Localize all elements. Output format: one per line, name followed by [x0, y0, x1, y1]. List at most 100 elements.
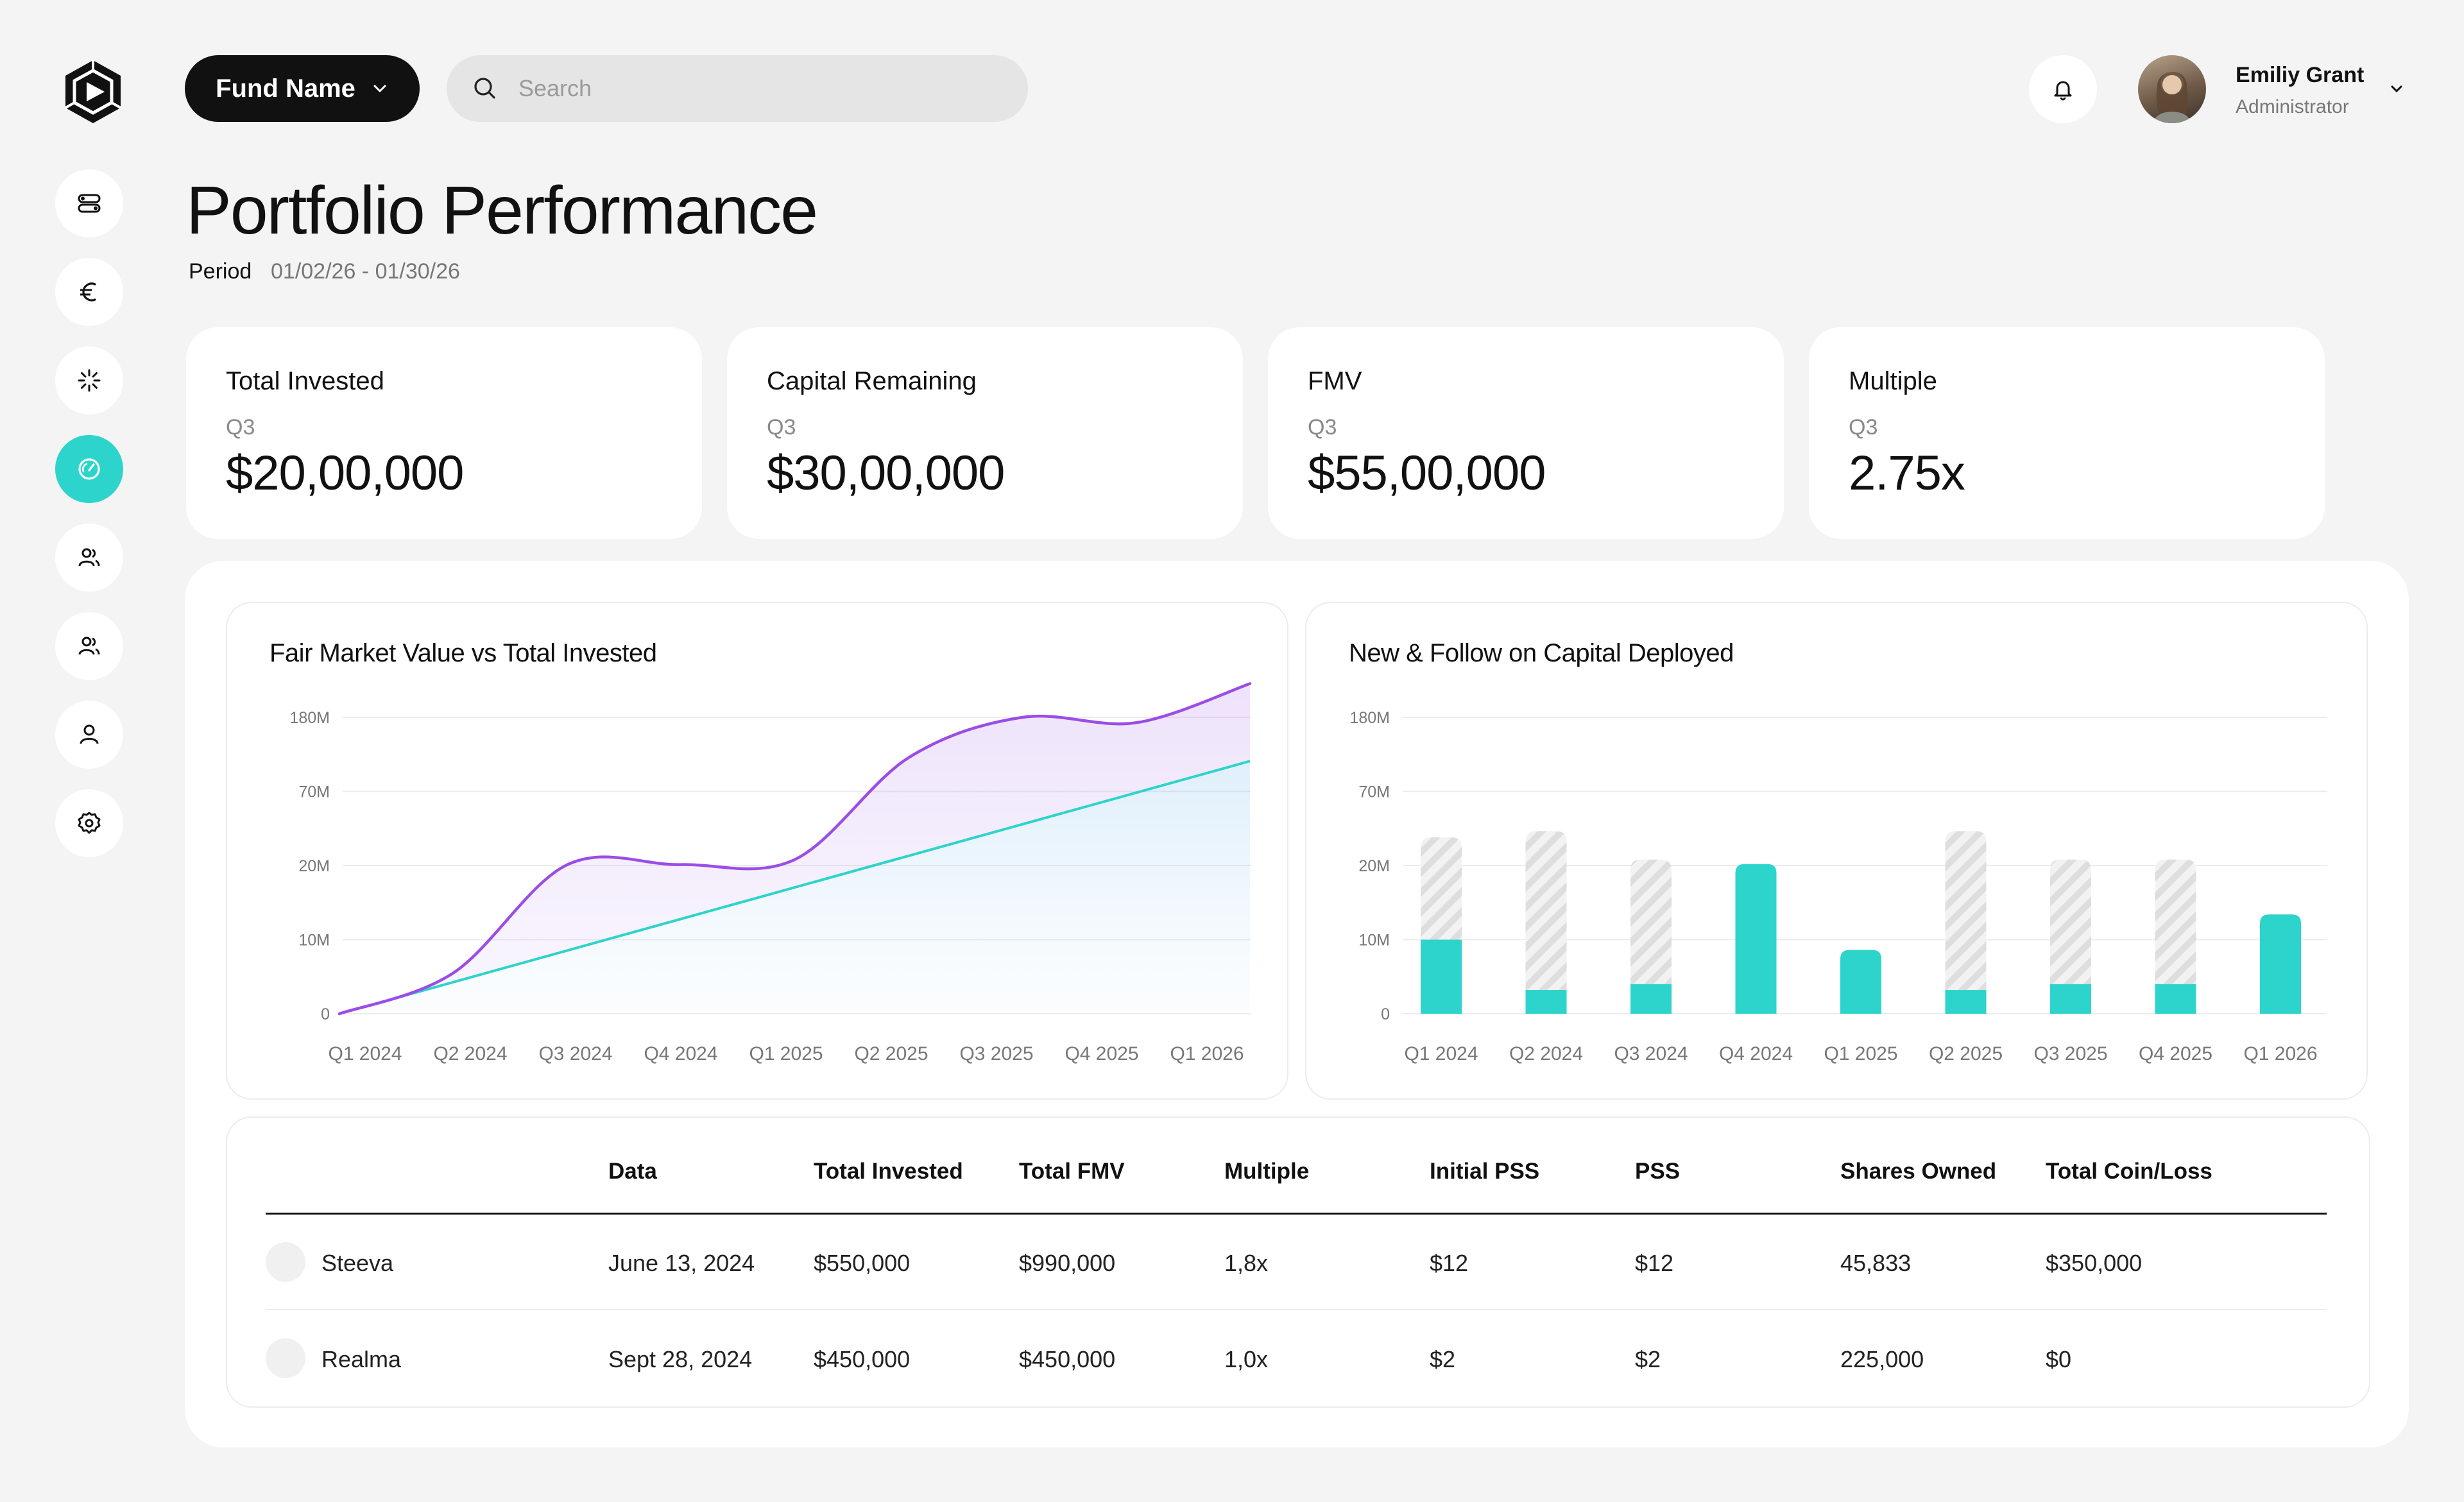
- table-cell-company[interactable]: Steeva: [321, 1250, 394, 1276]
- follow-on-bar: [1525, 831, 1567, 991]
- bell-icon: [2054, 81, 2072, 101]
- table-cell: June 13, 2024: [608, 1250, 755, 1276]
- kpi-value: $55,00,000: [1308, 446, 1546, 500]
- loader-icon: [78, 369, 101, 392]
- new-capital-bar: [1421, 939, 1462, 1014]
- fmv-line: [338, 682, 1252, 1016]
- fund-selector-label: Fund Name: [216, 74, 355, 103]
- x-tick-label: Q3 2025: [959, 1043, 1033, 1064]
- euro-icon: [80, 282, 96, 302]
- sidebar-item-team[interactable]: [55, 524, 123, 592]
- users-icon: [78, 636, 100, 655]
- table-cell: Sept 28, 2024: [608, 1346, 753, 1372]
- search-bar[interactable]: [447, 55, 1028, 122]
- x-tick-label: Q1 2025: [1824, 1043, 1897, 1064]
- table-cell: $2: [1635, 1346, 1661, 1372]
- sidebar-item-finance[interactable]: [55, 258, 123, 326]
- y-tick-label: 70M: [298, 783, 330, 801]
- sidebar-item-investors[interactable]: [55, 612, 123, 680]
- column-header[interactable]: Initial PSS: [1430, 1159, 1540, 1184]
- new-capital-bar: [2155, 984, 2196, 1014]
- table-cell: $990,000: [1019, 1250, 1116, 1276]
- fmv-chart-card: Fair Market Value vs Total Invested 0 10M…: [226, 602, 1288, 1100]
- x-tick-label: Q1 2025: [749, 1043, 823, 1064]
- holdings-table: [226, 1116, 2370, 1408]
- follow-on-bar: [1945, 831, 1987, 991]
- y-tick-label: 10M: [298, 932, 330, 950]
- user-role: Administrator: [2236, 96, 2349, 117]
- search-input[interactable]: [517, 74, 1007, 103]
- column-header[interactable]: Total Coin/Loss: [2046, 1159, 2212, 1184]
- table-cell: $350,000: [2046, 1250, 2143, 1276]
- y-tick-label: 70M: [1358, 783, 1390, 801]
- kpi-period: Q3: [1849, 415, 1878, 440]
- kpi-card-fmv: FMV Q3 $55,00,000: [1268, 327, 1784, 539]
- user-menu-chevron-icon[interactable]: [2387, 80, 2406, 99]
- y-tick-label: 180M: [289, 709, 330, 727]
- kpi-period: Q3: [1308, 415, 1337, 440]
- gauge-icon: [78, 458, 100, 480]
- user-name: Emiliy Grant: [2236, 63, 2365, 87]
- y-tick-label: 10M: [1358, 932, 1390, 950]
- x-tick-label: Q4 2025: [1065, 1043, 1138, 1064]
- app-logo[interactable]: [59, 58, 127, 126]
- table-cell-company[interactable]: Realma: [321, 1346, 402, 1372]
- x-tick-label: Q4 2025: [2139, 1043, 2212, 1064]
- new-capital-bar: [1840, 950, 1881, 1014]
- total-invested-line: [339, 760, 1251, 1015]
- chevron-down-icon: [373, 85, 386, 92]
- y-tick-label: 0: [321, 1005, 330, 1023]
- avatar[interactable]: [2138, 55, 2206, 123]
- kpi-period: Q3: [767, 415, 796, 440]
- y-tick-label: 20M: [298, 857, 330, 875]
- capital-deployed-chart[interactable]: 0 10M 20M 70M 180M Q1 2024 Q2 2024 Q3 2024 Q4 20…: [1306, 603, 2369, 1101]
- kpi-card-multiple: Multiple Q3 2.75x: [1809, 327, 2325, 539]
- sidebar-item-performance[interactable]: [55, 435, 123, 503]
- new-capital-bar: [1630, 984, 1672, 1014]
- y-tick-label: 180M: [1349, 709, 1390, 727]
- table-header-divider: [266, 1213, 2327, 1215]
- follow-on-bar: [2050, 859, 2091, 984]
- chart-title: Fair Market Value vs Total Invested: [270, 639, 657, 667]
- column-header[interactable]: Shares Owned: [1840, 1159, 1997, 1184]
- column-header[interactable]: Multiple: [1224, 1159, 1310, 1184]
- period-value[interactable]: 01/02/26 - 01/30/26: [271, 259, 460, 284]
- kpi-card-total-invested: Total Invested Q3 $20,00,000: [186, 327, 702, 539]
- fmv-vs-invested-chart[interactable]: 0 10M 20M 70M 180M Q1 2024 Q2 2024 Q3 2024 Q4 20…: [227, 603, 1290, 1101]
- new-capital-bar: [2050, 984, 2091, 1014]
- table-cell: $2: [1430, 1346, 1456, 1372]
- x-tick-label: Q3 2024: [1614, 1043, 1688, 1064]
- period-label: Period: [189, 259, 252, 284]
- follow-on-bar: [1630, 859, 1672, 984]
- user-photo: [2153, 71, 2191, 123]
- column-header[interactable]: Data: [608, 1159, 657, 1184]
- table-cell: 225,000: [1840, 1346, 1924, 1372]
- sidebar-item-settings[interactable]: [55, 789, 123, 857]
- table-cell: $12: [1430, 1250, 1469, 1276]
- company-logo: [266, 1242, 305, 1282]
- table-cell: $450,000: [1019, 1346, 1116, 1372]
- x-tick-label: Q2 2024: [433, 1043, 507, 1064]
- kpi-label: FMV: [1308, 367, 1362, 395]
- gear-icon: [78, 812, 101, 834]
- table-cell: 1,8x: [1224, 1250, 1269, 1276]
- kpi-value: 2.75x: [1849, 446, 1965, 500]
- x-tick-label: Q4 2024: [644, 1043, 717, 1064]
- column-header[interactable]: PSS: [1635, 1159, 1681, 1184]
- kpi-value: $30,00,000: [767, 446, 1005, 500]
- table-cell: $550,000: [814, 1250, 911, 1276]
- kpi-label: Total Invested: [226, 367, 384, 395]
- sidebar-item-activity[interactable]: [55, 346, 123, 414]
- toggles-icon: [78, 194, 101, 213]
- kpi-label: Capital Remaining: [767, 367, 977, 395]
- sidebar-item-toggles[interactable]: [55, 169, 123, 237]
- search-icon: [474, 78, 495, 99]
- new-capital-bar: [1525, 990, 1567, 1014]
- fund-selector-button[interactable]: Fund Name: [185, 55, 420, 122]
- capital-deployed-chart-card: New & Follow on Capital Deployed 0 10M 20M…: [1305, 602, 2368, 1100]
- column-header[interactable]: Total FMV: [1019, 1159, 1125, 1184]
- notifications-button[interactable]: [2029, 55, 2097, 123]
- sidebar-item-profile[interactable]: [55, 701, 123, 769]
- column-header[interactable]: Total Invested: [814, 1159, 963, 1184]
- new-capital-bar: [1735, 864, 1777, 1014]
